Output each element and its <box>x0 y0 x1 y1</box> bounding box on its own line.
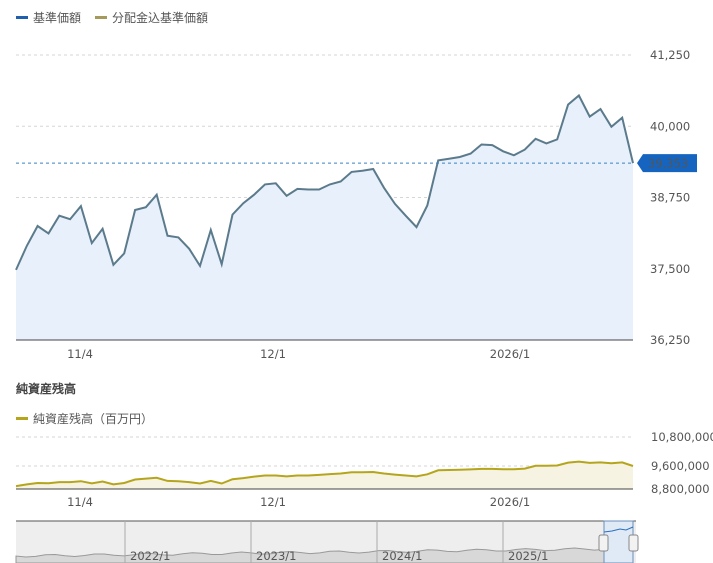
aum-series-line <box>15 460 634 488</box>
aum-legend[interactable]: 純資産残高（百万円） <box>16 410 153 427</box>
main-x-tick-labels: 11/4 12/1 2026/1 <box>67 347 530 361</box>
y-tick-label: 40,000 <box>650 119 690 133</box>
aum-section-title: 純資産残高 <box>16 382 77 396</box>
navigator-year-label: 2025/1 <box>508 549 548 563</box>
y-tick-label: 41,250 <box>650 48 690 62</box>
legend-label-aum: 純資産残高（百万円） <box>33 412 154 426</box>
y-tick-label: 37,500 <box>650 262 690 276</box>
navigator-handle-right-grip[interactable] <box>628 534 639 552</box>
legend-item-adjusted[interactable]: 分配金込基準価額 <box>95 9 208 26</box>
current-value-badge-shape <box>637 154 697 173</box>
main-y-axis: 36,250 37,500 38,750 40,000 41,250 <box>650 48 690 347</box>
navigator-handle-right[interactable] <box>628 534 639 552</box>
navigator-year-label: 2022/1 <box>130 549 170 563</box>
nav-area-fill <box>16 95 633 340</box>
legend-swatch-aum <box>16 417 28 420</box>
navigator-year-dividers <box>124 521 504 563</box>
navigator-handle-left[interactable] <box>598 534 609 552</box>
aum-y-tick-label: 10,800,000 <box>651 430 713 444</box>
current-value-badge: 39,353 <box>637 154 697 173</box>
navigator-handle-left-grip[interactable] <box>598 534 609 552</box>
navigator-selected-window[interactable] <box>603 520 634 563</box>
y-tick-label: 36,250 <box>650 333 690 347</box>
legend-label-nav: 基準価額 <box>33 11 82 25</box>
aum-y-tick-label: 8,800,000 <box>651 482 710 496</box>
x-tick-label: 12/1 <box>260 347 286 361</box>
nav-series-line <box>15 93 634 271</box>
navigator-selected-line <box>603 526 634 533</box>
range-navigator[interactable]: 2022/1 2023/1 2024/1 2025/1 <box>15 520 639 563</box>
aum-x-tick-label: 11/4 <box>67 495 93 509</box>
navigator-history-area <box>15 547 605 563</box>
legend-swatch-adjusted <box>95 16 108 19</box>
navigator-year-labels: 2022/1 2023/1 2024/1 2025/1 <box>130 549 548 563</box>
legend-item-nav[interactable]: 基準価額 <box>16 9 81 26</box>
legend-label-adjusted: 分配金込基準価額 <box>112 11 209 25</box>
aum-x-tick-labels: 11/4 12/1 2026/1 <box>67 495 530 509</box>
aum-x-tick-label: 12/1 <box>260 495 286 509</box>
aum-x-tick-label: 2026/1 <box>490 495 530 509</box>
y-tick-label: 38,750 <box>650 191 690 205</box>
aum-y-axis: 8,800,000 9,600,000 10,800,000 <box>651 430 713 496</box>
navigator-year-label: 2023/1 <box>256 549 296 563</box>
chart-legend: 基準価額 分配金込基準価額 <box>16 9 208 26</box>
aum-gridlines <box>16 436 633 467</box>
current-value-label: 39,353 <box>648 157 688 171</box>
aum-y-tick-label: 9,600,000 <box>651 459 710 473</box>
x-tick-label: 2026/1 <box>490 347 530 361</box>
navigator-year-label: 2024/1 <box>382 549 422 563</box>
legend-swatch-nav <box>16 16 28 19</box>
x-tick-label: 11/4 <box>67 347 93 361</box>
